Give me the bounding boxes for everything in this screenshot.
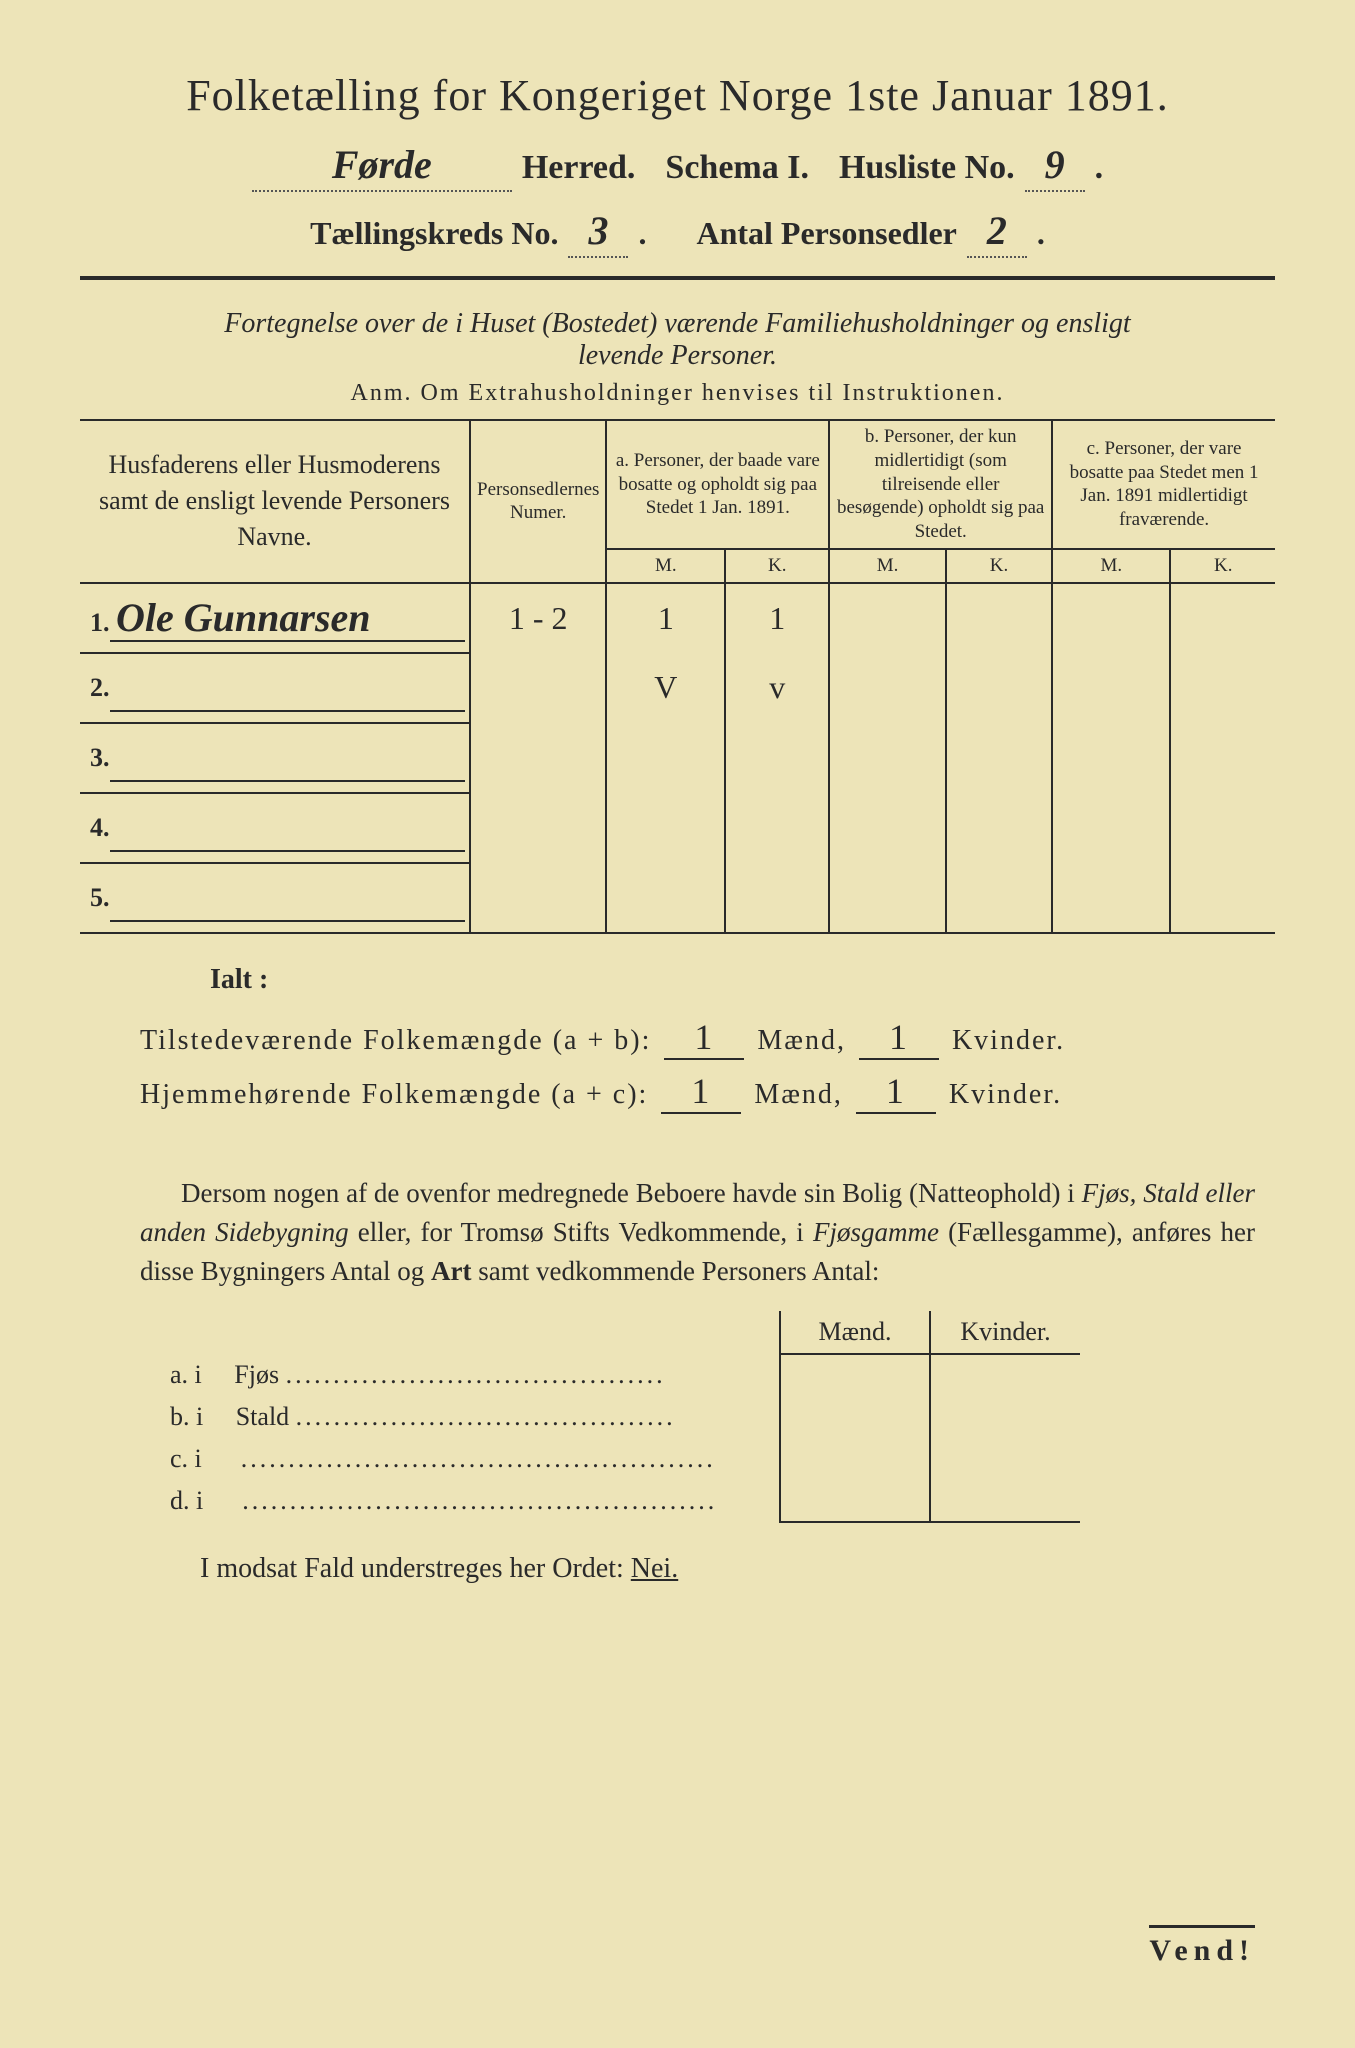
total-present: Tilstedeværende Folkemængde (a + b): 1 M… <box>140 1016 1275 1060</box>
kreds-label: Tællingskreds No. <box>310 215 558 252</box>
table-row: 1. Ole Gunnarsen1 - 211 <box>80 583 1275 653</box>
row-b-m <box>829 793 946 863</box>
anm-note: Anm. Om Extrahusholdninger henvises til … <box>80 380 1275 407</box>
row-b-m <box>829 863 946 933</box>
row-a-k <box>725 793 829 863</box>
bottom-col-k: Kvinder. <box>930 1311 1080 1354</box>
ialt-label: Ialt : <box>210 964 1275 996</box>
col-b-m: M. <box>829 549 946 583</box>
row-c-m <box>1052 583 1170 653</box>
antal-label: Antal Personsedler <box>696 215 956 252</box>
row-a-m <box>606 723 725 793</box>
building-m <box>780 1480 930 1522</box>
row-a-k <box>725 863 829 933</box>
building-m <box>780 1396 930 1438</box>
col-name: Husfaderens eller Husmoderens samt de en… <box>80 420 470 583</box>
page-title: Folketælling for Kongeriget Norge 1ste J… <box>80 70 1275 121</box>
row-name: 3. <box>80 723 470 793</box>
row-c-m <box>1052 863 1170 933</box>
table-row: 4. <box>80 793 1275 863</box>
row-c-k <box>1170 723 1275 793</box>
subtitle: Fortegnelse over de i Huset (Bostedet) v… <box>80 308 1275 372</box>
header-line-1: Førde Herred. Schema I. Husliste No. 9 . <box>80 141 1275 192</box>
col-c-m: M. <box>1052 549 1170 583</box>
divider <box>80 276 1275 280</box>
row-a-m: 1 <box>606 583 725 653</box>
row-numer <box>470 793 606 863</box>
row-name: 1. Ole Gunnarsen <box>80 583 470 653</box>
nei-line: I modsat Fald understreges her Ordet: Ne… <box>200 1553 1275 1585</box>
herred-label: Herred. <box>522 149 636 187</box>
row-c-m <box>1052 793 1170 863</box>
col-c-k: K. <box>1170 549 1275 583</box>
husliste-value: 9 <box>1025 141 1085 192</box>
col-a-m: M. <box>606 549 725 583</box>
row-name: 4. <box>80 793 470 863</box>
building-k <box>930 1438 1080 1480</box>
row-b-m <box>829 583 946 653</box>
row-numer <box>470 863 606 933</box>
row-name: 2. <box>80 653 470 723</box>
building-row: a. i Fjøs ..............................… <box>160 1354 1080 1396</box>
row-c-m <box>1052 653 1170 723</box>
table-row: 2. Vv <box>80 653 1275 723</box>
col-a-k: K. <box>725 549 829 583</box>
row-b-m <box>829 653 946 723</box>
row-a-k <box>725 723 829 793</box>
herred-value: Førde <box>252 141 512 192</box>
col-b: b. Personer, der kun midlertidigt (som t… <box>829 420 1052 549</box>
table-row: 5. <box>80 863 1275 933</box>
schema-label: Schema I. <box>665 149 809 187</box>
main-table: Husfaderens eller Husmoderens samt de en… <box>80 419 1275 934</box>
row-a-m <box>606 793 725 863</box>
building-k <box>930 1354 1080 1396</box>
row-b-k <box>946 793 1052 863</box>
building-label: c. i ...................................… <box>160 1438 780 1480</box>
building-label: a. i Fjøs ..............................… <box>160 1354 780 1396</box>
row-a-m: V <box>606 653 725 723</box>
bottom-col-m: Mænd. <box>780 1311 930 1354</box>
building-row: d. i ...................................… <box>160 1480 1080 1522</box>
row-a-k: 1 <box>725 583 829 653</box>
col-c: c. Personer, der vare bosatte paa Stedet… <box>1052 420 1275 549</box>
row-numer: 1 - 2 <box>470 583 606 653</box>
row-b-k <box>946 583 1052 653</box>
building-k <box>930 1480 1080 1522</box>
building-label: d. i ...................................… <box>160 1480 780 1522</box>
building-k <box>930 1396 1080 1438</box>
row-c-k <box>1170 653 1275 723</box>
col-a: a. Personer, der baade vare bosatte og o… <box>606 420 829 549</box>
building-m <box>780 1438 930 1480</box>
census-form-page: Folketælling for Kongeriget Norge 1ste J… <box>0 0 1355 2048</box>
kreds-value: 3 <box>568 207 628 258</box>
row-c-k <box>1170 863 1275 933</box>
building-table: Mænd. Kvinder. a. i Fjøs ...............… <box>160 1311 1080 1523</box>
husliste-label: Husliste No. <box>839 149 1015 187</box>
building-row: b. i Stald .............................… <box>160 1396 1080 1438</box>
row-a-k: v <box>725 653 829 723</box>
row-c-k <box>1170 583 1275 653</box>
total-resident: Hjemmehørende Folkemængde (a + c): 1 Mæn… <box>140 1070 1275 1114</box>
row-a-m <box>606 863 725 933</box>
building-m <box>780 1354 930 1396</box>
col-numer: Personsedlernes Numer. <box>470 420 606 583</box>
row-b-k <box>946 863 1052 933</box>
row-numer <box>470 723 606 793</box>
row-numer <box>470 653 606 723</box>
row-name: 5. <box>80 863 470 933</box>
row-c-k <box>1170 793 1275 863</box>
table-row: 3. <box>80 723 1275 793</box>
vend-label: Vend! <box>1149 1925 1255 1968</box>
building-row: c. i ...................................… <box>160 1438 1080 1480</box>
row-c-m <box>1052 723 1170 793</box>
building-label: b. i Stald .............................… <box>160 1396 780 1438</box>
antal-value: 2 <box>967 207 1027 258</box>
col-b-k: K. <box>946 549 1052 583</box>
row-b-k <box>946 723 1052 793</box>
building-paragraph: Dersom nogen af de ovenfor medregnede Be… <box>140 1174 1255 1291</box>
header-line-2: Tællingskreds No. 3 . Antal Personsedler… <box>80 207 1275 258</box>
row-b-m <box>829 723 946 793</box>
row-b-k <box>946 653 1052 723</box>
